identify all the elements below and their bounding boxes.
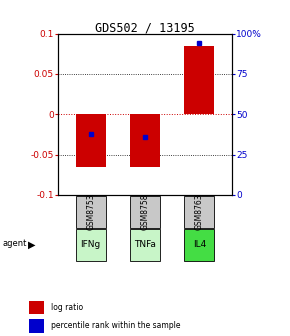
Text: GSM8763: GSM8763 <box>195 193 204 230</box>
Bar <box>29 319 44 333</box>
Text: GDS502 / 13195: GDS502 / 13195 <box>95 22 195 35</box>
Bar <box>76 229 106 261</box>
Text: GSM8758: GSM8758 <box>140 194 150 230</box>
Text: TNFa: TNFa <box>134 240 156 249</box>
Text: log ratio: log ratio <box>51 303 83 312</box>
Bar <box>76 196 106 228</box>
Bar <box>184 46 214 114</box>
Bar <box>76 114 106 167</box>
Bar <box>29 301 44 314</box>
Text: agent: agent <box>3 239 27 248</box>
Bar <box>130 114 160 167</box>
Bar <box>130 229 160 261</box>
Text: IL4: IL4 <box>193 240 206 249</box>
Text: IFNg: IFNg <box>81 240 101 249</box>
Bar <box>184 196 214 228</box>
Bar <box>184 229 214 261</box>
Text: percentile rank within the sample: percentile rank within the sample <box>51 322 181 330</box>
Bar <box>130 196 160 228</box>
Text: ▶: ▶ <box>28 240 35 250</box>
Text: GSM8753: GSM8753 <box>86 193 95 230</box>
